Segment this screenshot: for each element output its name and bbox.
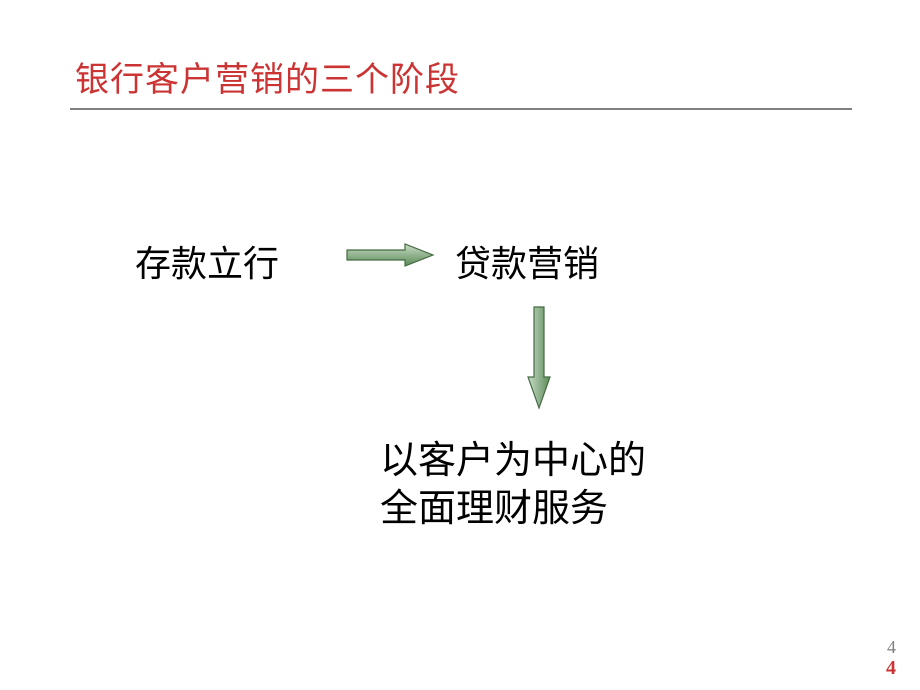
- stage-1-text: 存款立行: [135, 235, 279, 287]
- title-underline: [70, 108, 852, 110]
- arrow-down-icon: [527, 305, 551, 410]
- slide-title: 银行客户营销的三个阶段: [75, 52, 460, 101]
- slide: 银行客户营销的三个阶段 存款立行 贷款营销 以客户为: [0, 0, 920, 690]
- stage-3-line-2: 全面理财服务: [380, 488, 608, 530]
- stage-3-text: 以客户为中心的 全面理财服务: [380, 438, 646, 533]
- arrow-down-shape: [528, 307, 550, 408]
- stage-3-line-1: 以客户为中心的: [380, 440, 646, 482]
- arrow-right-icon: [345, 243, 435, 267]
- stage-2-text: 贷款营销: [455, 235, 599, 287]
- arrow-right-shape: [347, 244, 433, 266]
- page-number-gray: 4: [887, 637, 896, 658]
- page-number-red: 4: [886, 657, 896, 680]
